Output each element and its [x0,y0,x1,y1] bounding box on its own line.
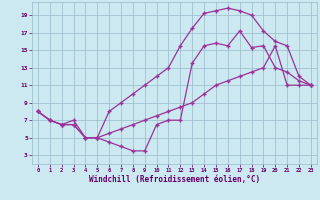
X-axis label: Windchill (Refroidissement éolien,°C): Windchill (Refroidissement éolien,°C) [89,175,260,184]
